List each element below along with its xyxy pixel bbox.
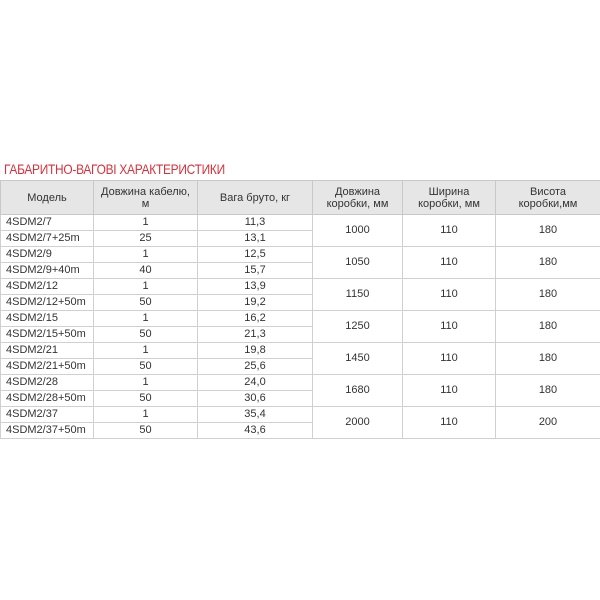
cell: 1 — [93, 310, 198, 327]
title: ГАБАРИТНО-ВАГОВІ ХАРАКТЕРИСТИКИ — [4, 161, 225, 177]
box-cell: 180 — [495, 246, 600, 279]
cell: 13,1 — [197, 230, 313, 247]
table-row: 4SDM2/28+50m 50 30,6 — [0, 390, 600, 407]
cell: 21,3 — [197, 326, 313, 343]
header-cell: Ширина коробки, мм — [402, 180, 496, 215]
box-cell: 180 — [495, 214, 600, 247]
box-cell: 110 — [402, 342, 496, 375]
box-cell: 1680 — [312, 374, 403, 407]
model-cell: 4SDM2/15 — [0, 310, 94, 327]
cell: 1 — [93, 214, 198, 231]
cell: 50 — [93, 326, 198, 343]
table-row: 4SDM2/9+40m 40 15,7 — [0, 262, 600, 279]
header-cell: Модель — [0, 180, 94, 215]
box-cell: 180 — [495, 278, 600, 311]
cell: 16,2 — [197, 310, 313, 327]
table-row: 4SDM2/9 1 12,5 1050 110 180 — [0, 246, 600, 279]
model-cell: 4SDM2/7+25m — [0, 230, 94, 247]
box-cell: 1000 — [312, 214, 403, 247]
cell: 43,6 — [197, 422, 313, 439]
model-cell: 4SDM2/21+50m — [0, 358, 94, 375]
box-cell: 110 — [402, 246, 496, 279]
table-row: 4SDM2/15 1 16,2 1250 110 180 — [0, 310, 600, 343]
cell: 1 — [93, 246, 198, 263]
table-row: 4SDM2/12 1 13,9 1150 110 180 — [0, 278, 600, 311]
cell: 1 — [93, 278, 198, 295]
cell: 50 — [93, 294, 198, 311]
header-cell: Вага бруто, кг — [197, 180, 313, 215]
model-cell: 4SDM2/21 — [0, 342, 94, 359]
model-cell: 4SDM2/37 — [0, 406, 94, 423]
header-row: Модель Довжина кабелю, м Вага бруто, кг Дов… — [0, 180, 600, 215]
box-cell: 1150 — [312, 278, 403, 311]
cell: 19,2 — [197, 294, 313, 311]
box-cell: 110 — [402, 278, 496, 311]
cell: 30,6 — [197, 390, 313, 407]
box-cell: 2000 — [312, 406, 403, 439]
cell: 50 — [93, 390, 198, 407]
cell: 15,7 — [197, 262, 313, 279]
cell: 40 — [93, 262, 198, 279]
cell: 19,8 — [197, 342, 313, 359]
table-body: 4SDM2/7 1 11,3 1000 110 180 4SDM2/7+25m 25 13,1 4… — [0, 214, 600, 439]
table-row: 4SDM2/21 1 19,8 1450 110 180 — [0, 342, 600, 375]
box-cell: 110 — [402, 374, 496, 407]
cell: 11,3 — [197, 214, 313, 231]
box-cell: 110 — [402, 310, 496, 343]
cell: 50 — [93, 422, 198, 439]
box-cell: 110 — [402, 214, 496, 247]
table-row: 4SDM2/21+50m 50 25,6 — [0, 358, 600, 375]
cell: 1 — [93, 374, 198, 391]
table-row: 4SDM2/37+50m 50 43,6 — [0, 422, 600, 439]
cell: 1 — [93, 406, 198, 423]
model-cell: 4SDM2/28 — [0, 374, 94, 391]
header-cell: Довжина коробки, мм — [312, 180, 403, 215]
model-cell: 4SDM2/12+50m — [0, 294, 94, 311]
cell: 12,5 — [197, 246, 313, 263]
box-cell: 110 — [402, 406, 496, 439]
header-cell: Довжина кабелю, м — [93, 180, 198, 215]
model-cell: 4SDM2/9+40m — [0, 262, 94, 279]
model-cell: 4SDM2/12 — [0, 278, 94, 295]
box-cell: 180 — [495, 374, 600, 407]
spec-table: Модель Довжина кабелю, м Вага бруто, кг Дов… — [0, 180, 600, 439]
model-cell: 4SDM2/28+50m — [0, 390, 94, 407]
cell: 35,4 — [197, 406, 313, 423]
table-row: 4SDM2/15+50m 50 21,3 — [0, 326, 600, 343]
table-row: 4SDM2/28 1 24,0 1680 110 180 — [0, 374, 600, 407]
model-cell: 4SDM2/37+50m — [0, 422, 94, 439]
model-cell: 4SDM2/7 — [0, 214, 94, 231]
table-row: 4SDM2/7 1 11,3 1000 110 180 — [0, 214, 600, 247]
box-cell: 180 — [495, 342, 600, 375]
model-cell: 4SDM2/15+50m — [0, 326, 94, 343]
cell: 13,9 — [197, 278, 313, 295]
cell: 24,0 — [197, 374, 313, 391]
box-cell: 200 — [495, 406, 600, 439]
cell: 25 — [93, 230, 198, 247]
box-cell: 180 — [495, 310, 600, 343]
box-cell: 1050 — [312, 246, 403, 279]
cell: 25,6 — [197, 358, 313, 375]
box-cell: 1450 — [312, 342, 403, 375]
header-cell: Висота коробки,мм — [495, 180, 600, 215]
cell: 1 — [93, 342, 198, 359]
table-row: 4SDM2/37 1 35,4 2000 110 200 — [0, 406, 600, 439]
cell: 50 — [93, 358, 198, 375]
model-cell: 4SDM2/9 — [0, 246, 94, 263]
box-cell: 1250 — [312, 310, 403, 343]
